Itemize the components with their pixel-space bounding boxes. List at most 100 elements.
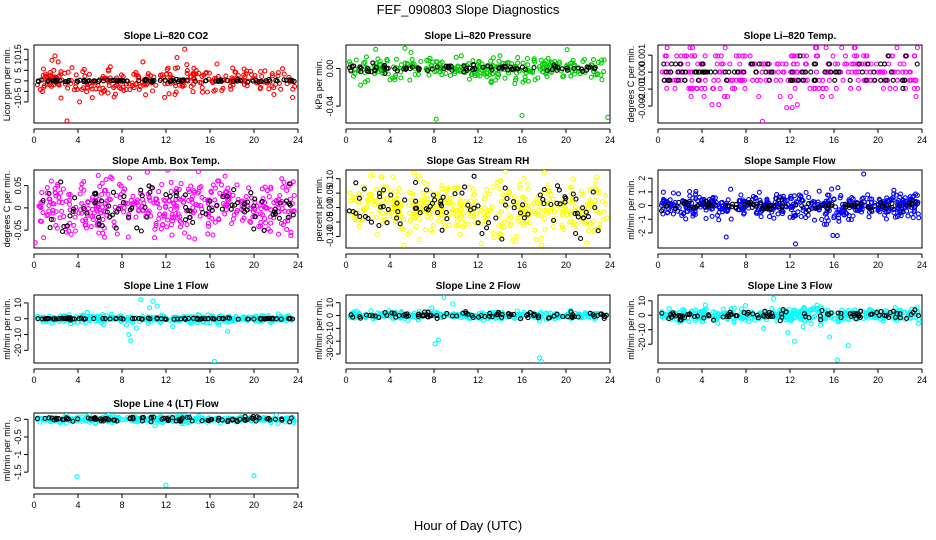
data-point — [536, 64, 542, 70]
data-point — [210, 232, 216, 238]
data-point — [356, 223, 362, 229]
data-point — [395, 65, 401, 72]
data-point — [428, 312, 434, 318]
data-point — [596, 225, 602, 231]
data-point — [539, 242, 545, 248]
data-point — [413, 224, 419, 230]
data-point — [430, 223, 436, 229]
data-point — [129, 316, 136, 322]
data-point — [570, 176, 576, 182]
data-point — [788, 77, 794, 83]
data-point — [469, 312, 475, 319]
data-point — [801, 311, 807, 317]
series-colored — [34, 46, 298, 123]
data-point — [136, 207, 142, 213]
data-point — [291, 418, 297, 424]
data-point — [590, 189, 596, 195]
data-point — [535, 75, 541, 81]
data-point — [281, 316, 287, 322]
data-point — [701, 315, 707, 321]
data-point — [441, 295, 447, 301]
data-point — [413, 198, 419, 204]
data-point — [388, 192, 394, 198]
data-point — [50, 200, 56, 207]
data-point — [754, 77, 760, 83]
x-tick-label: 12 — [161, 500, 171, 510]
data-point — [860, 195, 866, 201]
data-point — [195, 170, 201, 175]
data-point — [875, 207, 881, 213]
data-point — [172, 203, 178, 209]
data-point — [370, 313, 376, 319]
data-point — [250, 78, 256, 84]
data-point — [372, 202, 378, 208]
data-point — [104, 209, 110, 215]
data-point — [197, 316, 203, 322]
data-point — [524, 55, 530, 62]
data-point — [802, 313, 808, 319]
data-point — [892, 85, 898, 91]
data-point — [183, 204, 189, 210]
data-point — [521, 175, 527, 182]
x-tick-label: 4 — [699, 135, 704, 145]
data-point — [190, 205, 196, 211]
data-point — [798, 316, 804, 322]
data-point — [770, 296, 777, 302]
data-point — [531, 201, 537, 207]
data-point — [241, 72, 247, 78]
data-point — [510, 199, 517, 205]
points — [34, 46, 298, 123]
data-point — [47, 196, 53, 202]
data-point — [126, 212, 132, 218]
x-tick-label: 24 — [605, 135, 615, 145]
plot-frame — [33, 294, 299, 364]
data-point — [909, 201, 915, 207]
data-point — [279, 66, 286, 72]
data-point — [268, 420, 274, 426]
data-point — [793, 212, 799, 219]
data-point — [393, 56, 399, 62]
data-point — [907, 77, 913, 83]
data-point — [367, 173, 373, 179]
data-point — [59, 228, 66, 235]
data-point — [95, 79, 102, 85]
data-point — [432, 69, 438, 75]
x-tick-label: 8 — [431, 135, 436, 145]
data-point — [184, 414, 190, 421]
data-point — [716, 102, 722, 108]
data-point — [174, 55, 180, 61]
data-point — [515, 215, 521, 221]
data-point — [182, 192, 188, 198]
data-point — [748, 61, 754, 67]
data-point — [81, 66, 87, 72]
data-point — [475, 220, 481, 226]
data-point — [356, 195, 362, 201]
data-point — [561, 227, 567, 233]
data-point — [852, 69, 858, 75]
data-point — [758, 200, 764, 206]
y-tick-label: 0.001 — [637, 44, 647, 67]
data-point — [193, 71, 199, 77]
data-point — [853, 207, 859, 213]
data-point — [747, 53, 753, 59]
data-point — [816, 85, 822, 91]
data-point — [267, 417, 273, 423]
data-point — [58, 179, 64, 185]
data-point — [367, 192, 373, 198]
data-point — [276, 231, 282, 237]
data-point — [724, 93, 731, 100]
data-point — [599, 199, 605, 205]
data-point — [381, 214, 387, 220]
data-point — [178, 181, 184, 187]
data-point — [356, 190, 362, 197]
data-point — [205, 316, 211, 322]
data-point — [496, 71, 502, 78]
data-point — [102, 415, 108, 421]
data-point — [506, 212, 512, 218]
data-point — [110, 189, 116, 195]
x-tick-label: 16 — [829, 260, 839, 270]
data-point — [723, 77, 730, 83]
data-point — [461, 222, 468, 228]
data-point — [570, 191, 576, 197]
data-point — [732, 85, 738, 91]
